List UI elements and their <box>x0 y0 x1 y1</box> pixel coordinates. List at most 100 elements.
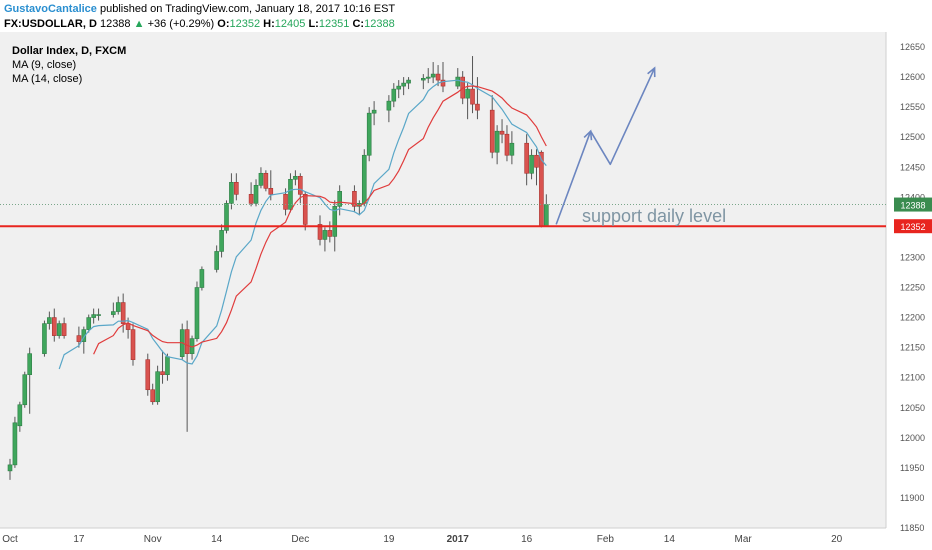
candle-body <box>455 76 461 87</box>
y-tick-label: 12050 <box>900 403 925 413</box>
legend-ma9: MA (9, close) <box>12 59 77 71</box>
candle-body <box>317 224 323 240</box>
ma14-line <box>93 85 547 355</box>
price-change: +36 (+0.29%) <box>147 18 215 30</box>
candle-up <box>56 320 62 339</box>
candle-body <box>322 230 328 240</box>
candle-body <box>366 112 372 156</box>
candle-down <box>234 173 239 201</box>
candle-body <box>7 464 13 472</box>
y-tick-label: 12150 <box>900 343 925 353</box>
candle-down <box>489 95 495 159</box>
candle-body <box>86 317 92 330</box>
candle-up <box>91 308 96 324</box>
candle-up <box>22 371 28 408</box>
candle-body <box>194 287 200 339</box>
candle-body <box>258 172 264 186</box>
candle-down <box>145 353 151 396</box>
candle-down <box>317 215 323 246</box>
candle-body <box>234 182 239 195</box>
price-axis-area <box>886 32 932 550</box>
candle-up <box>421 74 426 90</box>
projection-arrowhead-1 <box>583 129 593 141</box>
candle-up <box>455 68 461 90</box>
x-tick-label: 20 <box>831 534 843 545</box>
publish-info: published on TradingView.com, January 18… <box>99 3 396 15</box>
candle-body <box>150 389 155 403</box>
candle-body <box>401 82 406 87</box>
low-label: L: <box>308 18 319 30</box>
y-tick-label: 11900 <box>900 493 924 503</box>
candle-body <box>27 353 32 375</box>
candle-body <box>199 269 205 288</box>
candle-down <box>61 317 67 339</box>
candle-up <box>293 170 298 186</box>
candle-body <box>47 317 52 324</box>
open-value: 12352 <box>229 18 261 30</box>
candle-body <box>283 194 288 210</box>
candle-body <box>421 77 426 81</box>
symbol-name: FX:USDOLLAR, D <box>4 18 97 30</box>
y-tick-label: 12500 <box>900 132 925 142</box>
candle-body <box>544 204 549 227</box>
change-up-arrow-icon: ▲ <box>133 18 145 30</box>
support-price-badge-text: 12352 <box>900 222 925 232</box>
support-label: support daily level <box>582 206 726 226</box>
candle-down <box>327 221 333 243</box>
candle-up <box>465 83 470 120</box>
low-value: 12351 <box>318 18 350 30</box>
candle-up <box>406 77 411 90</box>
author-link[interactable]: GustavoCantalice <box>4 3 97 15</box>
high-value: 12405 <box>274 18 306 30</box>
candle-down <box>440 62 446 93</box>
candle-down <box>120 293 126 333</box>
close-label: C: <box>352 18 365 30</box>
x-tick-label: 14 <box>211 534 223 545</box>
candle-up <box>7 458 13 480</box>
candle-body <box>499 130 505 135</box>
high-label: H: <box>263 18 275 30</box>
candle-up <box>27 347 32 414</box>
candle-body <box>534 154 539 168</box>
y-tick-label: 11950 <box>900 463 924 473</box>
x-tick-label: 2017 <box>447 534 470 545</box>
chart-header: GustavoCantalice published on TradingVie… <box>4 2 928 32</box>
price-chart[interactable]: 11850 11900 11950 12000 12050 12100 12150 12200… <box>0 32 932 550</box>
candle-body <box>425 76 431 79</box>
plot-area <box>0 32 886 528</box>
candle-body <box>396 85 402 90</box>
candle-body <box>435 73 441 81</box>
candle-up <box>253 179 259 207</box>
candle-body <box>288 178 293 210</box>
candle-down <box>160 350 165 384</box>
symbol-line: FX:USDOLLAR, D 12388 ▲ +36 (+0.29%) O:12… <box>4 18 395 30</box>
candle-down <box>475 77 480 120</box>
candle-up <box>199 266 205 291</box>
candle-up <box>115 296 121 315</box>
candle-body <box>332 206 338 237</box>
candle-body <box>529 154 534 174</box>
candle-up <box>155 365 160 405</box>
candle-up <box>17 401 23 432</box>
y-tick-label: 12300 <box>900 252 925 262</box>
y-tick-label: 12650 <box>900 42 925 52</box>
close-value: 12388 <box>364 18 395 30</box>
candle-body <box>160 371 165 375</box>
candle-up <box>47 311 52 330</box>
candle-body <box>120 302 126 324</box>
candle-body <box>12 422 18 466</box>
candle-up <box>12 416 18 468</box>
y-tick-label: 12250 <box>900 283 925 293</box>
y-tick-label: 12550 <box>900 102 925 112</box>
y-tick-label: 12200 <box>900 313 925 323</box>
projection-arrowhead-2 <box>647 66 656 78</box>
candle-up <box>42 320 47 357</box>
open-label: O: <box>217 18 230 30</box>
candle-up <box>361 149 367 207</box>
candle-up <box>111 302 116 318</box>
candle-body <box>96 314 101 316</box>
candle-body <box>61 323 67 336</box>
legend-ma14: MA (14, close) <box>12 73 83 85</box>
candle-body <box>145 359 151 391</box>
candle-body <box>391 88 397 102</box>
